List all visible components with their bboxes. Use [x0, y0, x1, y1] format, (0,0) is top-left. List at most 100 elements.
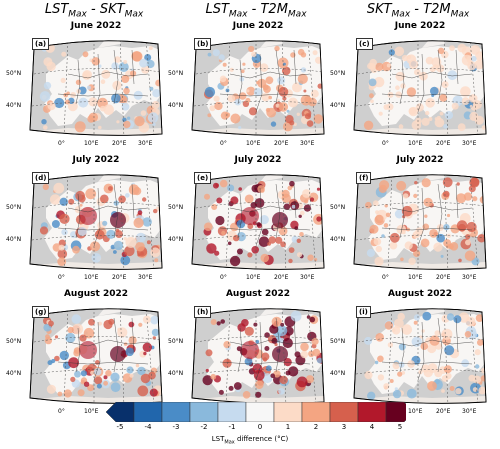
- anomaly-blob: [87, 384, 95, 392]
- country-border: [131, 183, 135, 219]
- latitude-label: 40°N: [330, 370, 346, 377]
- anomaly-blob: [115, 230, 123, 238]
- africa-land: [192, 396, 324, 404]
- country-border: [437, 317, 443, 373]
- anomaly-blob: [309, 316, 316, 323]
- anomaly-blob: [474, 115, 484, 125]
- anomaly-blob: [383, 383, 390, 390]
- anomaly-blob: [253, 88, 262, 97]
- anomaly-blob: [236, 346, 242, 352]
- anomaly-blob: [434, 369, 443, 378]
- anomaly-blob: [397, 312, 405, 321]
- anomaly-blob: [88, 112, 98, 123]
- anomaly-blob: [412, 231, 420, 239]
- anomaly-blob: [126, 366, 134, 374]
- anomaly-blob: [258, 236, 270, 247]
- anomaly-blob: [94, 229, 105, 240]
- anomaly-blob: [39, 91, 51, 102]
- country-border: [219, 361, 311, 365]
- country-border: [75, 193, 81, 239]
- country-border: [455, 183, 459, 219]
- anomaly-blob: [129, 373, 134, 378]
- anomaly-blob: [378, 111, 383, 116]
- anomaly-blob: [282, 96, 287, 101]
- anomaly-blob: [429, 229, 438, 238]
- anomaly-blob: [251, 51, 257, 58]
- anomaly-blob: [429, 66, 436, 73]
- anomaly-blob: [395, 91, 402, 98]
- anomaly-blob: [436, 224, 444, 231]
- anomaly-blob: [270, 121, 277, 127]
- anomaly-blob: [294, 351, 301, 358]
- anomaly-blob: [375, 210, 379, 214]
- anomaly-blob: [67, 326, 74, 334]
- graticule-latitude: [195, 202, 324, 209]
- graticule-latitude: [355, 235, 486, 241]
- anomaly-blob: [458, 223, 466, 232]
- country-border: [391, 205, 473, 213]
- anomaly-blob: [366, 248, 375, 258]
- anomaly-blob: [90, 370, 95, 375]
- colorbar-segment: [161, 402, 191, 422]
- anomaly-blob: [77, 227, 87, 237]
- anomaly-blob: [51, 220, 60, 228]
- anomaly-blob: [227, 241, 232, 246]
- anomaly-blob: [98, 125, 102, 130]
- anomaly-blob: [469, 104, 473, 108]
- graticule-longitude: [281, 40, 287, 136]
- anomaly-blob: [259, 215, 269, 225]
- africa-land: [354, 262, 486, 270]
- anomaly-blob: [244, 194, 254, 204]
- panel-title: June 2022: [394, 21, 446, 31]
- anomaly-blob: [42, 183, 49, 191]
- longitude-label: 20°E: [274, 274, 289, 281]
- anomaly-blob: [238, 92, 247, 100]
- anomaly-blob: [202, 375, 213, 386]
- anomaly-blob: [406, 388, 417, 399]
- anomaly-blob: [397, 371, 403, 377]
- panel-title: August 2022: [63, 289, 129, 299]
- anomaly-hotspot: [272, 346, 288, 362]
- graticule-latitude: [193, 101, 324, 107]
- anomaly-blob: [142, 197, 147, 202]
- longitude-label: 20°E: [436, 140, 451, 147]
- panel-tag: (i): [356, 306, 371, 318]
- anomaly-blob: [152, 122, 156, 127]
- panel-tag: (g): [32, 306, 50, 318]
- anomaly-blob: [218, 389, 224, 395]
- graticule-latitude: [33, 336, 162, 343]
- anomaly-blob: [111, 62, 119, 70]
- anomaly-blob: [367, 391, 376, 400]
- anomaly-blob: [456, 193, 467, 204]
- map-svg: [28, 302, 164, 406]
- anomaly-blob: [72, 323, 84, 335]
- map-svg: [190, 34, 326, 138]
- anomaly-blob: [89, 241, 101, 252]
- graticule-longitude: [63, 40, 69, 136]
- anomaly-blob: [99, 105, 106, 112]
- map-panel: August 2022(g)50°N40°N0°10°E20°E30°E: [6, 289, 164, 415]
- anomaly-blob: [250, 202, 257, 209]
- graticule-latitude: [357, 202, 486, 209]
- anomaly-blob: [61, 51, 67, 57]
- graticule-latitude: [31, 235, 162, 241]
- anomaly-blob: [144, 54, 152, 61]
- anomaly-blob: [283, 358, 292, 367]
- anomaly-blob: [413, 314, 421, 321]
- anomaly-blob: [413, 193, 418, 198]
- anomaly-blob: [420, 342, 429, 350]
- anomaly-blob: [237, 323, 246, 332]
- anomaly-blob: [121, 75, 130, 83]
- anomaly-blob: [246, 89, 250, 93]
- anomaly-blob: [474, 349, 481, 356]
- anomaly-blob: [273, 370, 281, 378]
- anomaly-hotspot: [110, 212, 126, 228]
- anomaly-blob: [137, 385, 149, 397]
- anomaly-blob: [430, 86, 439, 96]
- anomaly-blob: [57, 257, 67, 266]
- longitude-label: 30°E: [138, 140, 153, 147]
- anomaly-blob: [296, 252, 303, 258]
- anomaly-blob: [123, 87, 130, 95]
- latitude-label: 40°N: [6, 370, 22, 377]
- anomaly-blob: [446, 213, 451, 218]
